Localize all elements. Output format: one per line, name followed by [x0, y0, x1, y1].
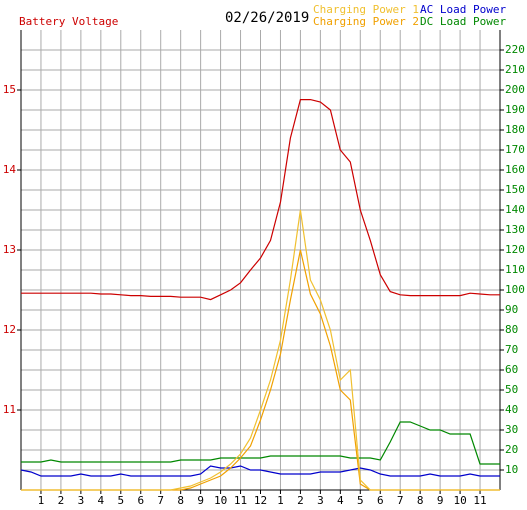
x-tick-label: 2 — [297, 494, 304, 507]
x-tick-label: 1 — [277, 494, 284, 507]
series-line — [21, 209, 500, 491]
y-tick-label: 11 — [3, 403, 16, 416]
series-line — [20, 465, 500, 477]
legend-entry: Battery Voltage — [19, 15, 118, 28]
legend-entry: AC Load Power — [420, 3, 506, 16]
y2-tick-label: 150 — [505, 183, 525, 196]
x-tick-label: 11 — [234, 494, 247, 507]
y2-tick-label: 100 — [505, 283, 525, 296]
x-tick-label: 8 — [417, 494, 424, 507]
y2-tick-label: 20 — [505, 443, 518, 456]
y2-tick-label: 220 — [505, 43, 525, 56]
y2-tick-label: 10 — [505, 463, 518, 476]
x-tick-label: 6 — [377, 494, 384, 507]
legend-entry: Charging Power 2 — [313, 15, 419, 28]
x-tick-label: 8 — [177, 494, 184, 507]
y2-tick-label: 170 — [505, 143, 525, 156]
x-tick-label: 4 — [98, 494, 105, 507]
y2-tick-label: 50 — [505, 383, 518, 396]
y2-tick-label: 160 — [505, 163, 525, 176]
series-line — [21, 99, 500, 301]
x-tick-label: 3 — [78, 494, 85, 507]
x-tick-label: 1 — [38, 494, 45, 507]
chart-title: 02/26/2019 — [225, 10, 309, 26]
y-tick-label: 13 — [3, 243, 16, 256]
y2-tick-label: 120 — [505, 243, 525, 256]
x-tick-label: 9 — [437, 494, 444, 507]
legend-entry: DC Load Power — [420, 15, 506, 28]
x-tick-label: 7 — [157, 494, 164, 507]
y2-tick-label: 130 — [505, 223, 525, 236]
y2-tick-label: 90 — [505, 303, 518, 316]
x-tick-label: 5 — [357, 494, 364, 507]
y2-tick-label: 110 — [505, 263, 525, 276]
x-tick-label: 12 — [254, 494, 267, 507]
y-tick-label: 15 — [3, 83, 16, 96]
x-tick-label: 6 — [137, 494, 144, 507]
y2-tick-label: 70 — [505, 343, 518, 356]
y2-tick-label: 200 — [505, 83, 525, 96]
y-tick-label: 14 — [3, 163, 17, 176]
x-tick-label: 5 — [117, 494, 124, 507]
x-tick-label: 3 — [317, 494, 324, 507]
y2-tick-label: 190 — [505, 103, 525, 116]
legend-entry: Charging Power 1 — [313, 3, 419, 16]
y2-tick-label: 40 — [505, 403, 518, 416]
x-tick-label: 4 — [337, 494, 344, 507]
series-line — [21, 421, 500, 465]
x-tick-label: 10 — [214, 494, 227, 507]
x-tick-label: 7 — [397, 494, 404, 507]
x-tick-label: 2 — [58, 494, 65, 507]
y2-tick-label: 60 — [505, 363, 518, 376]
y2-tick-label: 210 — [505, 63, 525, 76]
y2-tick-label: 140 — [505, 203, 525, 216]
y2-tick-label: 180 — [505, 123, 525, 136]
x-tick-label: 9 — [197, 494, 204, 507]
x-tick-label: 10 — [453, 494, 466, 507]
y2-tick-label: 80 — [505, 323, 518, 336]
y-tick-label: 12 — [3, 323, 16, 336]
x-tick-label: 11 — [473, 494, 486, 507]
y2-tick-label: 30 — [505, 423, 518, 436]
